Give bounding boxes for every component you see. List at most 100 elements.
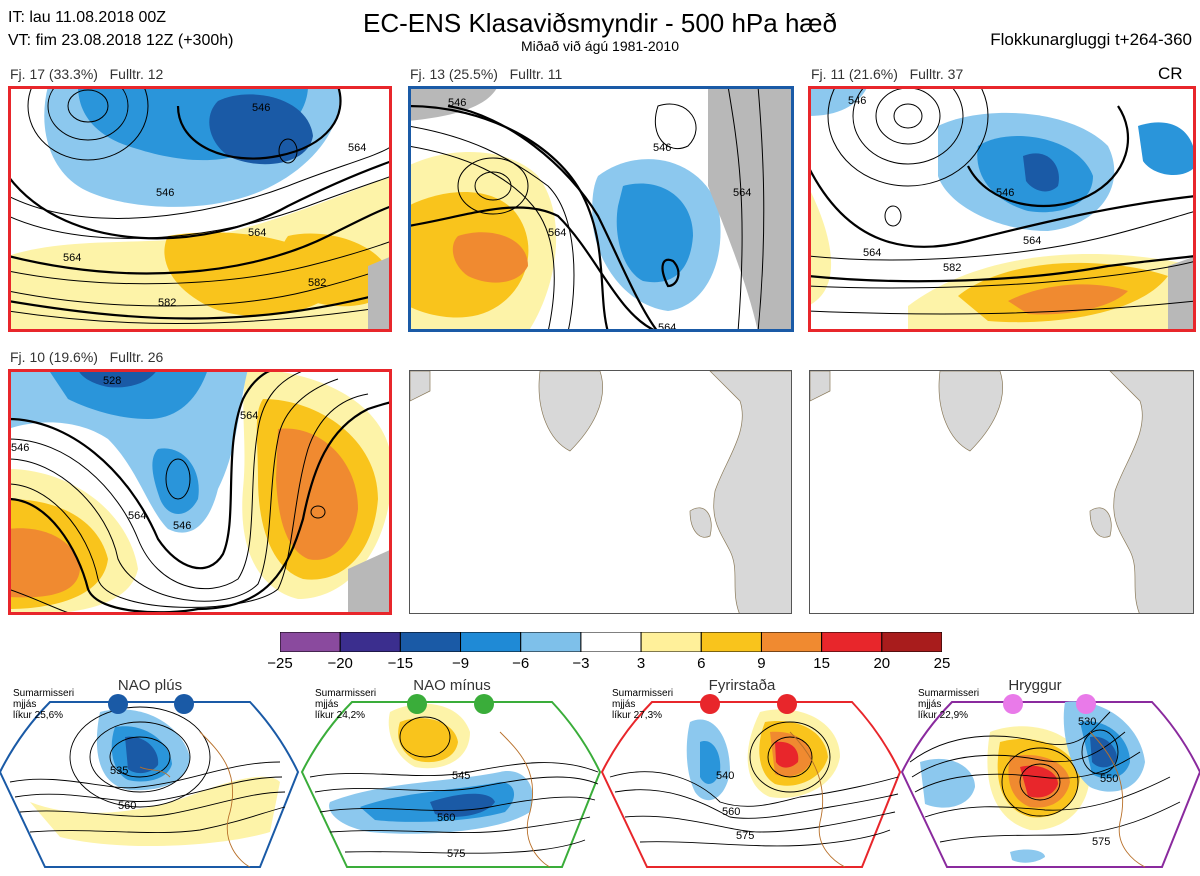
regime-4-season: Sumarmisseri — [918, 688, 980, 699]
svg-text:546: 546 — [996, 187, 1014, 199]
regime-4-dot-right — [1076, 694, 1096, 714]
classification-window: Flokkunargluggi t+264-360 — [990, 30, 1192, 49]
cluster-map-1: 546 564 564 582 582 546 564 — [8, 86, 392, 332]
svg-text:564: 564 — [733, 187, 751, 199]
regime-2-label-c: 575 — [447, 848, 466, 860]
cluster-map-2: 546 546 564 564 564 — [408, 86, 794, 332]
svg-text:564: 564 — [1023, 235, 1041, 247]
colorbar-tick-label: 3 — [636, 655, 646, 672]
regime-4-note: Sumarmisseri mjjás líkur 22,9% — [918, 688, 979, 721]
panel-2-member: Fulltr. 11 — [509, 66, 563, 82]
svg-text:546: 546 — [848, 95, 866, 107]
svg-text:564: 564 — [240, 410, 258, 422]
regime-3-prob: líkur 27,3% — [612, 710, 663, 721]
panel-3-label: Fj. 11 (21.6%) Fulltr. 37 — [811, 66, 963, 82]
colorbar-tick-label: −6 — [512, 655, 530, 672]
svg-text:582: 582 — [158, 297, 176, 309]
regime-1-note: Sumarmisseri mjjás líkur 25,6% — [13, 688, 74, 721]
colorbar-swatch — [339, 631, 401, 653]
regime-3-name: Fyrirstaða — [708, 677, 776, 694]
regime-1-dot-right — [174, 694, 194, 714]
regime-4-months: mjjás — [918, 699, 942, 710]
regime-4-name: Hryggur — [1008, 677, 1062, 694]
regime-2-months: mjjás — [315, 699, 339, 710]
colorbar-tick-label: 15 — [813, 655, 830, 672]
panel-1-border — [8, 86, 392, 332]
initial-time: IT: lau 11.08.2018 00Z — [8, 9, 167, 26]
regime-3-label-c: 575 — [736, 830, 755, 842]
regime-2-prob: líkur 24,2% — [315, 710, 366, 721]
regime-1-label-a: 535 — [110, 765, 129, 777]
panel-3-cluster: Fj. 11 (21.6%) — [811, 66, 898, 82]
regime-4-label-c: 575 — [1092, 836, 1111, 848]
regime-nao-minus — [300, 701, 602, 868]
regime-2-dot-right — [474, 694, 494, 714]
panel-4-border — [8, 369, 392, 615]
colorbar-swatches — [279, 631, 943, 653]
panel-2-label: Fj. 13 (25.5%) Fulltr. 11 — [410, 66, 562, 82]
svg-text:546: 546 — [653, 142, 671, 154]
colorbar-tick-label: −9 — [451, 655, 470, 672]
colorbar-swatch — [640, 631, 702, 653]
regime-1-name: NAO plús — [117, 677, 183, 694]
regime-2-season: Sumarmisseri — [315, 688, 377, 699]
panel-1-member: Fulltr. 12 — [109, 66, 164, 82]
cluster-map-4: 546 546 564 564 528 — [8, 369, 392, 615]
header-info: IT: lau 11.08.2018 00Z VT: fim 23.08.201… — [8, 6, 233, 52]
regime-3-label-a: 540 — [716, 770, 735, 782]
colorbar-ticks: −25 −20 −15 −9 −6 −3 3 6 9 15 20 25 — [267, 655, 950, 675]
colorbar-tick-label: −3 — [572, 655, 590, 672]
colorbar-swatch — [821, 631, 883, 653]
regime-2-label-b: 560 — [437, 812, 456, 824]
panel-3-member: Fulltr. 37 — [909, 66, 964, 82]
regime-3-dot-right — [777, 694, 797, 714]
panel-2-border — [408, 86, 794, 332]
colorbar-swatch — [399, 631, 462, 653]
colorbar-swatch — [460, 631, 522, 653]
regime-1-label-b: 560 — [118, 800, 137, 812]
panel-3-border — [808, 86, 1196, 332]
colorbar-tick-label: −20 — [327, 655, 353, 672]
colorbar-tick-label: 6 — [697, 655, 706, 672]
panel-4-label: Fj. 10 (19.6%) Fulltr. 26 — [10, 349, 163, 365]
regime-2-dot-left — [407, 694, 427, 714]
svg-text:546: 546 — [11, 442, 29, 454]
regime-4-prob: líkur 22,9% — [918, 710, 969, 721]
svg-text:564: 564 — [128, 510, 146, 522]
colorbar-tick-label: 20 — [873, 655, 891, 672]
colorbar-tick-label: 25 — [933, 655, 951, 672]
empty-map-5 — [409, 370, 792, 614]
regime-row — [0, 672, 1200, 871]
regime-2-label-a: 545 — [452, 770, 471, 782]
regime-2-name: NAO mínus — [413, 677, 491, 694]
panel-1-label: Fj. 17 (33.3%) Fulltr. 12 — [10, 66, 163, 82]
regime-1-dot-left — [108, 694, 128, 714]
panel-1-cluster: Fj. 17 (33.3%) — [10, 66, 98, 82]
svg-text:564: 564 — [248, 227, 266, 239]
svg-text:564: 564 — [863, 247, 881, 259]
svg-text:546: 546 — [448, 97, 466, 109]
panel-4-member: Fulltr. 26 — [109, 349, 164, 365]
svg-text:546: 546 — [173, 520, 191, 532]
svg-text:546: 546 — [252, 102, 270, 114]
colorbar — [279, 631, 943, 653]
colorbar-swatch — [760, 631, 823, 653]
valid-time: VT: fim 23.08.2018 12Z (+300h) — [8, 32, 234, 49]
colorbar-swatch — [700, 631, 762, 653]
regime-1-prob: líkur 25,6% — [13, 710, 64, 721]
panel-4-cluster: Fj. 10 (19.6%) — [10, 349, 98, 365]
svg-text:564: 564 — [548, 227, 566, 239]
regime-3-note: Sumarmisseri mjjás líkur 27,3% — [612, 688, 673, 721]
panel-2-cluster: Fj. 13 (25.5%) — [410, 66, 498, 82]
regime-1-season: Sumarmisseri — [13, 688, 75, 699]
svg-text:564: 564 — [63, 252, 81, 264]
regime-blocking — [600, 701, 902, 868]
svg-text:546: 546 — [156, 187, 174, 199]
page-title: EC-ENS Klasaviðsmyndir - 500 hPa hæð — [363, 8, 837, 38]
colorbar-tick-label: 9 — [757, 655, 766, 672]
regime-4-label-a: 530 — [1078, 716, 1097, 728]
colorbar-swatch — [279, 631, 341, 653]
cluster-map-3: 546 564 564 582 546 — [808, 86, 1196, 332]
colorbar-swatch — [881, 631, 943, 653]
svg-text:582: 582 — [308, 277, 326, 289]
